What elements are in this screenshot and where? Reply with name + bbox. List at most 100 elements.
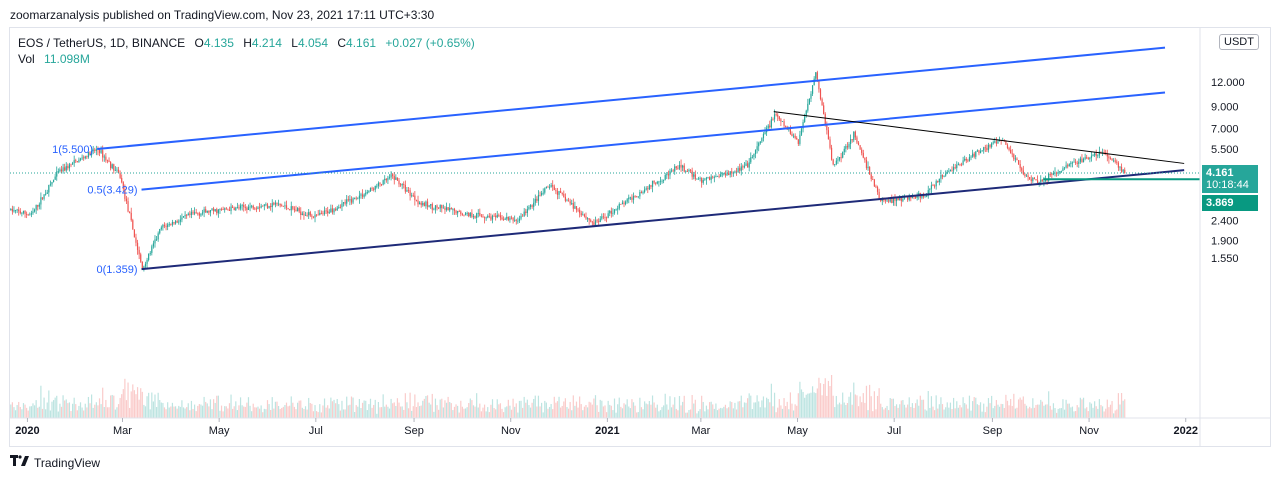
- candle-body: [1033, 177, 1036, 180]
- candle-body: [276, 202, 278, 205]
- volume-bar: [168, 407, 170, 418]
- volume-bar: [575, 401, 578, 418]
- candle-body: [287, 208, 289, 210]
- candle-body: [783, 121, 785, 126]
- candle-body: [501, 217, 503, 220]
- volume-bar: [79, 402, 82, 418]
- volume-bar: [1095, 406, 1097, 418]
- candle-body: [449, 208, 451, 211]
- candle-body: [846, 146, 849, 148]
- volume-bar: [138, 399, 140, 418]
- candle-body: [685, 171, 687, 172]
- volume-bar: [937, 408, 939, 418]
- candle-body: [848, 144, 850, 148]
- candle-body: [428, 205, 430, 207]
- volume-bar: [68, 402, 71, 418]
- candle-body: [1111, 158, 1113, 161]
- candle-body: [464, 213, 467, 215]
- candle-body: [992, 142, 994, 144]
- volume-bar: [124, 378, 126, 418]
- volume-bar: [930, 396, 933, 418]
- currency-unit-button[interactable]: USDT: [1219, 34, 1259, 50]
- candle-body: [737, 168, 739, 172]
- volume-bar: [35, 400, 37, 418]
- volume-bar: [366, 410, 368, 418]
- volume-bar: [346, 396, 348, 418]
- candle-body: [480, 215, 483, 217]
- candle-body: [87, 152, 90, 158]
- volume-bar: [52, 400, 55, 418]
- candle-body: [637, 196, 639, 198]
- volume-bar: [832, 395, 834, 418]
- volume-bar: [808, 393, 811, 418]
- candle-body: [594, 220, 597, 226]
- candle-body: [926, 195, 928, 197]
- candle-body: [675, 166, 677, 168]
- candle-body: [747, 163, 749, 168]
- volume-bar: [485, 411, 487, 418]
- candle-body: [509, 217, 511, 221]
- candle-body: [718, 176, 720, 177]
- volume-bar: [875, 409, 877, 418]
- volume-bar: [991, 395, 993, 418]
- volume-bar: [916, 399, 918, 418]
- volume-bar: [517, 412, 519, 418]
- volume-bar: [225, 406, 227, 418]
- candle-body: [170, 223, 172, 225]
- resistance-trendline: [773, 111, 1185, 164]
- volume-bar: [672, 404, 674, 418]
- candle-body: [224, 208, 226, 210]
- candle-body: [1013, 154, 1015, 160]
- candle-body: [463, 214, 465, 216]
- volume-bar: [19, 406, 21, 418]
- candle-body: [1032, 177, 1034, 182]
- candle-body: [948, 171, 950, 173]
- candle-body: [558, 191, 560, 195]
- volume-bar: [667, 409, 669, 418]
- candle-body: [734, 171, 736, 173]
- volume-bar: [450, 403, 452, 418]
- candle-body: [810, 93, 812, 99]
- candle-body: [290, 206, 292, 211]
- candle-body: [529, 205, 532, 207]
- candle-body: [1029, 176, 1031, 180]
- candle-body: [664, 175, 666, 180]
- volume-bar: [325, 407, 327, 418]
- volume-bar: [805, 394, 807, 418]
- candle-body: [136, 242, 139, 250]
- volume-bar: [439, 399, 441, 418]
- volume-bar: [276, 401, 278, 418]
- candle-body: [436, 205, 438, 208]
- candle-body: [323, 210, 326, 214]
- volume-bar: [380, 407, 383, 418]
- volume-bar: [1076, 405, 1078, 418]
- volume-bar: [409, 392, 411, 418]
- volume-bar: [818, 377, 820, 418]
- candle-body: [997, 141, 999, 144]
- volume-bar: [607, 400, 609, 418]
- candle-body: [959, 163, 961, 165]
- candle-body: [285, 205, 288, 209]
- candle-body: [163, 224, 166, 227]
- candle-body: [453, 208, 456, 211]
- candle-body: [639, 192, 641, 197]
- candle-body: [227, 209, 229, 211]
- volume-bar: [379, 407, 381, 418]
- candle-body: [292, 206, 294, 209]
- candle-body: [81, 157, 83, 159]
- candle-body: [886, 200, 888, 202]
- volume-bar: [1103, 411, 1105, 418]
- volume-bar: [1036, 404, 1039, 418]
- volume-bar: [1022, 396, 1024, 418]
- volume-bar: [766, 397, 768, 418]
- candle-body: [941, 174, 944, 177]
- volume-bar: [260, 405, 262, 418]
- candle-body: [804, 116, 806, 122]
- volume-bar: [567, 408, 570, 418]
- volume-bar: [46, 402, 48, 418]
- volume-bar: [262, 412, 264, 418]
- volume-bar: [499, 403, 502, 418]
- candle-body: [631, 197, 633, 200]
- volume-bar: [1040, 399, 1042, 418]
